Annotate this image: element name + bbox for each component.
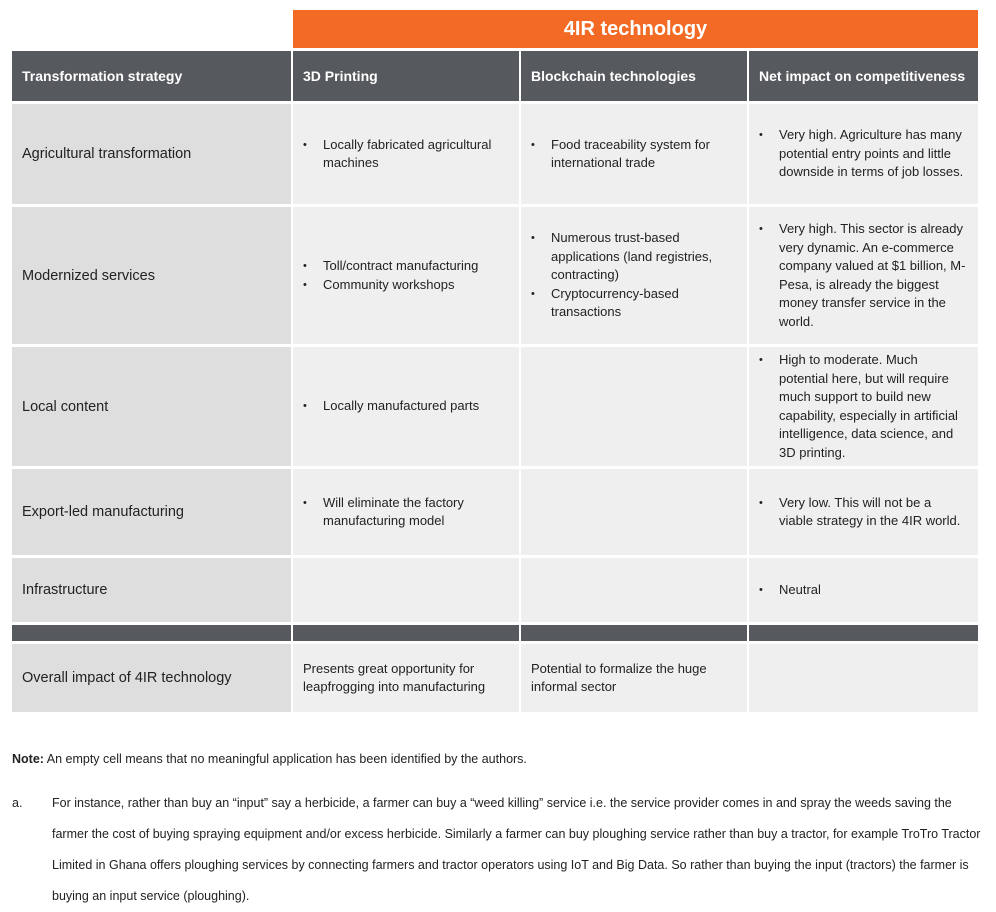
bullet-list: Locally manufactured parts (303, 397, 479, 416)
bullet-list: Locally fabricated agricultural machines (303, 136, 509, 173)
impact-cell: Very low. This will not be a viable stra… (749, 469, 978, 555)
overall-printing-cell: Presents great opportunity for leapfrogg… (293, 644, 519, 712)
separator-bar (521, 625, 747, 641)
impact-cell: Very high. Agriculture has many potentia… (749, 104, 978, 204)
overall-impact-cell (749, 644, 978, 712)
bullet-list: Toll/contract manufacturingCommunity wor… (303, 257, 478, 294)
impact-cell: High to moderate. Much potential here, b… (749, 347, 978, 466)
bullet-list: Very low. This will not be a viable stra… (759, 494, 968, 531)
strategy-cell: Export-led manufacturing (12, 469, 291, 555)
impact-cell: Neutral (749, 558, 978, 622)
overall-label-cell: Overall impact of 4IR technology (12, 644, 291, 712)
bullet-list: High to moderate. Much potential here, b… (759, 351, 968, 462)
strategy-cell: Infrastructure (12, 558, 291, 622)
list-item: Numerous trust-based applications (land … (531, 229, 737, 285)
blockchain-cell: Numerous trust-based applications (land … (521, 207, 747, 344)
blockchain-cell: Food traceability system for internation… (521, 104, 747, 204)
header-3d-printing: 3D Printing (293, 51, 519, 101)
header-net-impact: Net impact on competitiveness (749, 51, 978, 101)
competitiveness-table: 4IR technology Transformation strategy 3… (12, 10, 978, 712)
list-item: Toll/contract manufacturing (303, 257, 478, 276)
note-label: Note: (12, 752, 44, 766)
list-item: Cryptocurrency-based transactions (531, 285, 737, 322)
printing-cell (293, 558, 519, 622)
overall-blockchain-cell: Potential to formalize the huge informal… (521, 644, 747, 712)
impact-cell: Very high. This sector is already very d… (749, 207, 978, 344)
list-item: Locally fabricated agricultural machines (303, 136, 509, 173)
list-item: Very low. This will not be a viable stra… (759, 494, 968, 531)
printing-cell: Will eliminate the factory manufacturing… (293, 469, 519, 555)
bullet-list: Food traceability system for internation… (531, 136, 737, 173)
separator-bar (12, 625, 291, 641)
list-item: High to moderate. Much potential here, b… (759, 351, 968, 462)
footnote-a: a. For instance, rather than buy an “inpu… (12, 788, 982, 912)
printing-cell: Toll/contract manufacturingCommunity wor… (293, 207, 519, 344)
note-text: An empty cell means that no meaningful a… (43, 752, 527, 766)
blockchain-cell (521, 347, 747, 466)
strategy-cell: Local content (12, 347, 291, 466)
strategy-cell: Agricultural transformation (12, 104, 291, 204)
separator-bar (293, 625, 519, 641)
bullet-list: Very high. Agriculture has many potentia… (759, 126, 968, 182)
header-strategy: Transformation strategy (12, 51, 291, 101)
table-note: Note: An empty cell means that no meanin… (12, 752, 527, 766)
strategy-cell: Modernized services (12, 207, 291, 344)
empty-corner (12, 10, 291, 48)
group-header-4ir: 4IR technology (293, 10, 978, 48)
blockchain-cell (521, 469, 747, 555)
printing-cell: Locally manufactured parts (293, 347, 519, 466)
list-item: Will eliminate the factory manufacturing… (303, 494, 509, 531)
footnote-label: a. (12, 796, 23, 810)
list-item: Locally manufactured parts (303, 397, 479, 416)
bullet-list: Will eliminate the factory manufacturing… (303, 494, 509, 531)
header-blockchain: Blockchain technologies (521, 51, 747, 101)
bullet-list: Very high. This sector is already very d… (759, 220, 968, 331)
bullet-list: Neutral (759, 581, 821, 600)
table-grid: 4IR technology Transformation strategy 3… (12, 10, 978, 712)
printing-cell: Locally fabricated agricultural machines (293, 104, 519, 204)
list-item: Very high. This sector is already very d… (759, 220, 968, 331)
list-item: Food traceability system for internation… (531, 136, 737, 173)
bullet-list: Numerous trust-based applications (land … (531, 229, 737, 322)
separator-bar (749, 625, 978, 641)
list-item: Very high. Agriculture has many potentia… (759, 126, 968, 182)
list-item: Neutral (759, 581, 821, 600)
blockchain-cell (521, 558, 747, 622)
list-item: Community workshops (303, 276, 478, 295)
footnote-text: For instance, rather than buy an “input”… (52, 796, 981, 903)
